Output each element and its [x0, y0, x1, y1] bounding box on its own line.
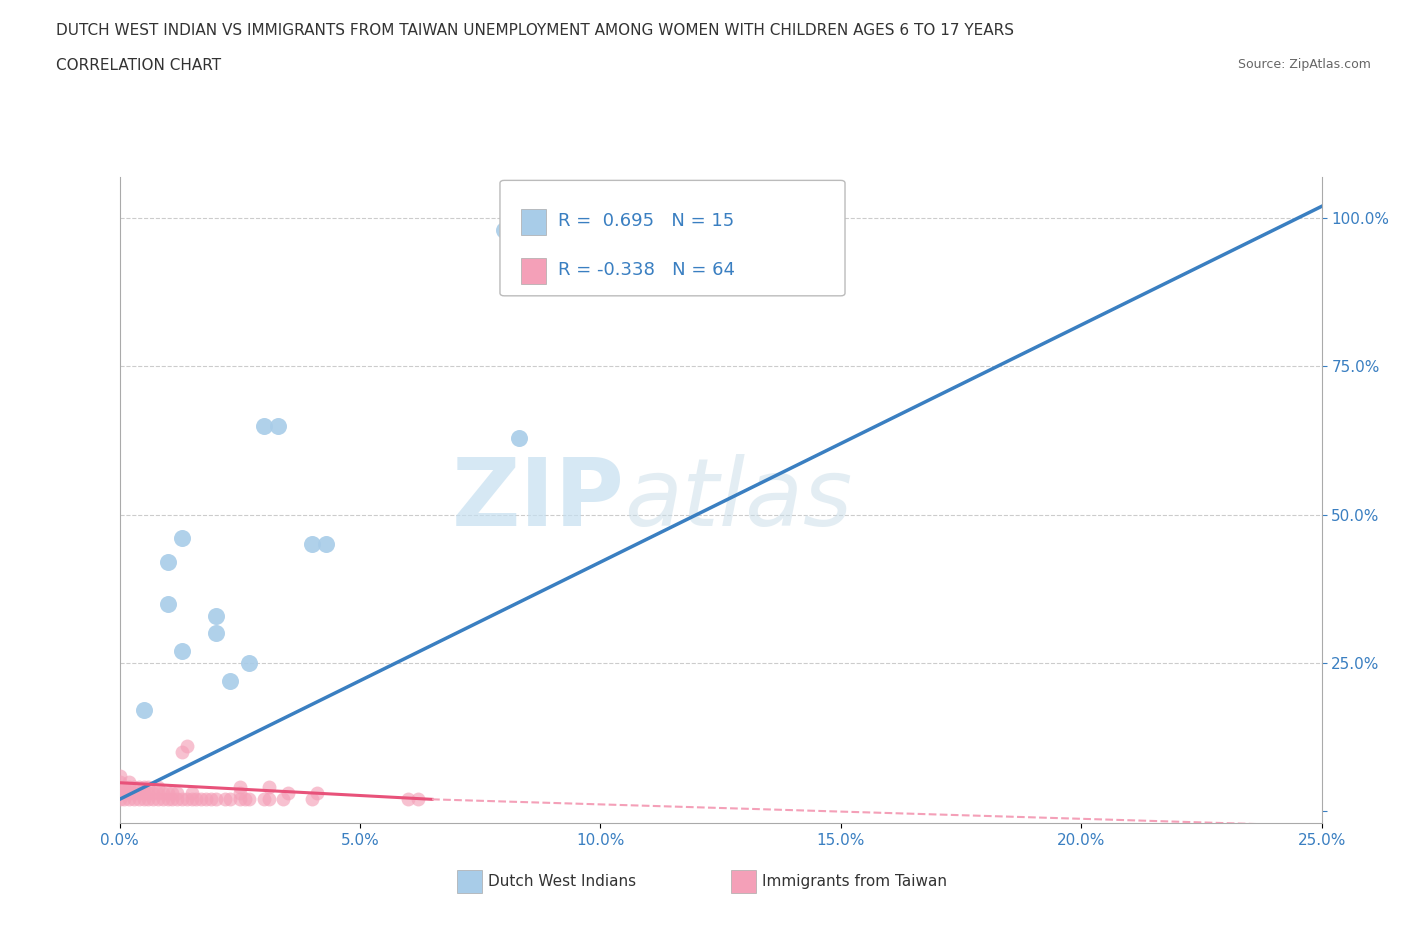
Point [122, 780, 145, 795]
Text: ZIP: ZIP [451, 454, 624, 546]
Point [118, 780, 141, 795]
Point [176, 738, 198, 753]
Point [152, 786, 174, 801]
Point [138, 780, 160, 795]
Point [277, 786, 299, 801]
Point [156, 791, 179, 806]
Text: Immigrants from Taiwan: Immigrants from Taiwan [762, 874, 948, 889]
Point [219, 673, 242, 688]
Point [118, 791, 141, 806]
Point [186, 791, 208, 806]
Point [406, 791, 429, 806]
Point [238, 656, 260, 671]
Point [132, 786, 155, 801]
Point [132, 791, 155, 806]
Point [176, 791, 198, 806]
Point [162, 791, 184, 806]
Point [108, 791, 131, 806]
Point [238, 791, 260, 806]
Point [200, 791, 222, 806]
Point [156, 786, 179, 801]
Point [180, 786, 202, 801]
Point [122, 786, 145, 801]
Point [228, 786, 252, 801]
Point [305, 786, 328, 801]
Point [138, 791, 160, 806]
Point [112, 780, 135, 795]
Point [128, 786, 150, 801]
Point [253, 791, 276, 806]
Point [170, 744, 193, 759]
Point [108, 768, 131, 783]
Point [204, 791, 226, 806]
Point [108, 786, 131, 801]
Point [253, 418, 276, 433]
Point [118, 786, 141, 801]
Point [112, 786, 135, 801]
Point [257, 780, 280, 795]
Point [128, 780, 150, 795]
Point [214, 791, 236, 806]
Point [170, 531, 193, 546]
Point [219, 791, 242, 806]
Point [108, 780, 131, 795]
Point [204, 626, 226, 641]
Point [233, 791, 256, 806]
Point [315, 537, 337, 551]
Point [190, 791, 212, 806]
Point [112, 791, 135, 806]
Point [170, 791, 193, 806]
Point [146, 791, 169, 806]
Point [146, 780, 169, 795]
Text: Dutch West Indians: Dutch West Indians [488, 874, 636, 889]
Point [508, 431, 530, 445]
Point [166, 791, 188, 806]
Point [170, 644, 193, 658]
Point [156, 554, 179, 569]
Point [195, 791, 218, 806]
Point [122, 791, 145, 806]
Point [301, 791, 323, 806]
Point [396, 791, 419, 806]
Point [142, 786, 165, 801]
Point [228, 780, 252, 795]
Point [146, 786, 169, 801]
Point [228, 791, 252, 806]
Point [132, 703, 155, 718]
Text: atlas: atlas [624, 455, 852, 545]
Point [166, 786, 188, 801]
Point [138, 786, 160, 801]
Point [132, 780, 155, 795]
Point [142, 791, 165, 806]
Text: DUTCH WEST INDIAN VS IMMIGRANTS FROM TAIWAN UNEMPLOYMENT AMONG WOMEN WITH CHILDR: DUTCH WEST INDIAN VS IMMIGRANTS FROM TAI… [56, 23, 1014, 38]
Point [494, 222, 516, 237]
Text: CORRELATION CHART: CORRELATION CHART [56, 58, 221, 73]
Point [152, 791, 174, 806]
Text: R =  0.695   N = 15: R = 0.695 N = 15 [558, 212, 734, 231]
Point [128, 791, 150, 806]
Point [301, 537, 323, 551]
Text: Source: ZipAtlas.com: Source: ZipAtlas.com [1237, 58, 1371, 71]
Point [156, 596, 179, 611]
Point [267, 418, 290, 433]
Point [271, 791, 294, 806]
Point [180, 791, 202, 806]
Text: R = -0.338   N = 64: R = -0.338 N = 64 [558, 260, 734, 279]
Point [118, 774, 141, 789]
Point [257, 791, 280, 806]
Point [162, 786, 184, 801]
Point [108, 774, 131, 789]
Point [204, 608, 226, 623]
